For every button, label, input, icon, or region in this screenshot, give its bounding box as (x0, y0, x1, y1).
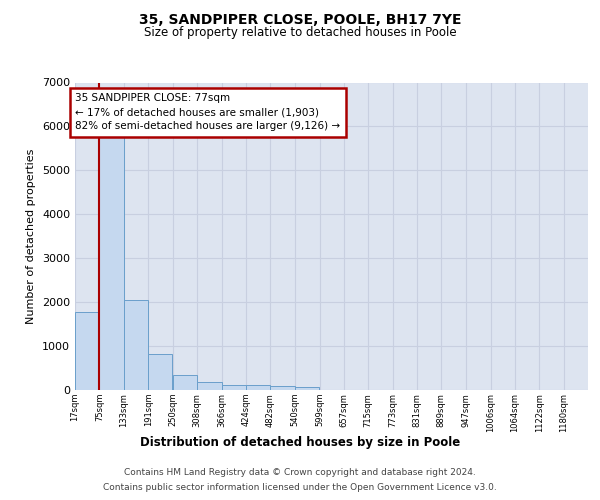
Text: 35, SANDPIPER CLOSE, POOLE, BH17 7YE: 35, SANDPIPER CLOSE, POOLE, BH17 7YE (139, 12, 461, 26)
Bar (271, 386, 295, 390)
Text: Size of property relative to detached houses in Poole: Size of property relative to detached ho… (143, 26, 457, 39)
Text: Contains public sector information licensed under the Open Government Licence v3: Contains public sector information licen… (103, 483, 497, 492)
Bar (221, 384, 246, 390)
Bar (124, 300, 148, 390)
Bar (148, 354, 172, 390)
Bar (246, 385, 271, 390)
Text: Contains HM Land Registry data © Crown copyright and database right 2024.: Contains HM Land Registry data © Crown c… (124, 468, 476, 477)
Bar (100, 135, 124, 390)
Y-axis label: Number of detached properties: Number of detached properties (26, 148, 37, 324)
Bar (197, 382, 221, 390)
Bar (75, 312, 100, 390)
Bar (173, 374, 197, 390)
Bar (295, 386, 319, 390)
Text: Distribution of detached houses by size in Poole: Distribution of detached houses by size … (140, 436, 460, 449)
Text: 35 SANDPIPER CLOSE: 77sqm
← 17% of detached houses are smaller (1,903)
82% of se: 35 SANDPIPER CLOSE: 77sqm ← 17% of detac… (76, 94, 341, 132)
